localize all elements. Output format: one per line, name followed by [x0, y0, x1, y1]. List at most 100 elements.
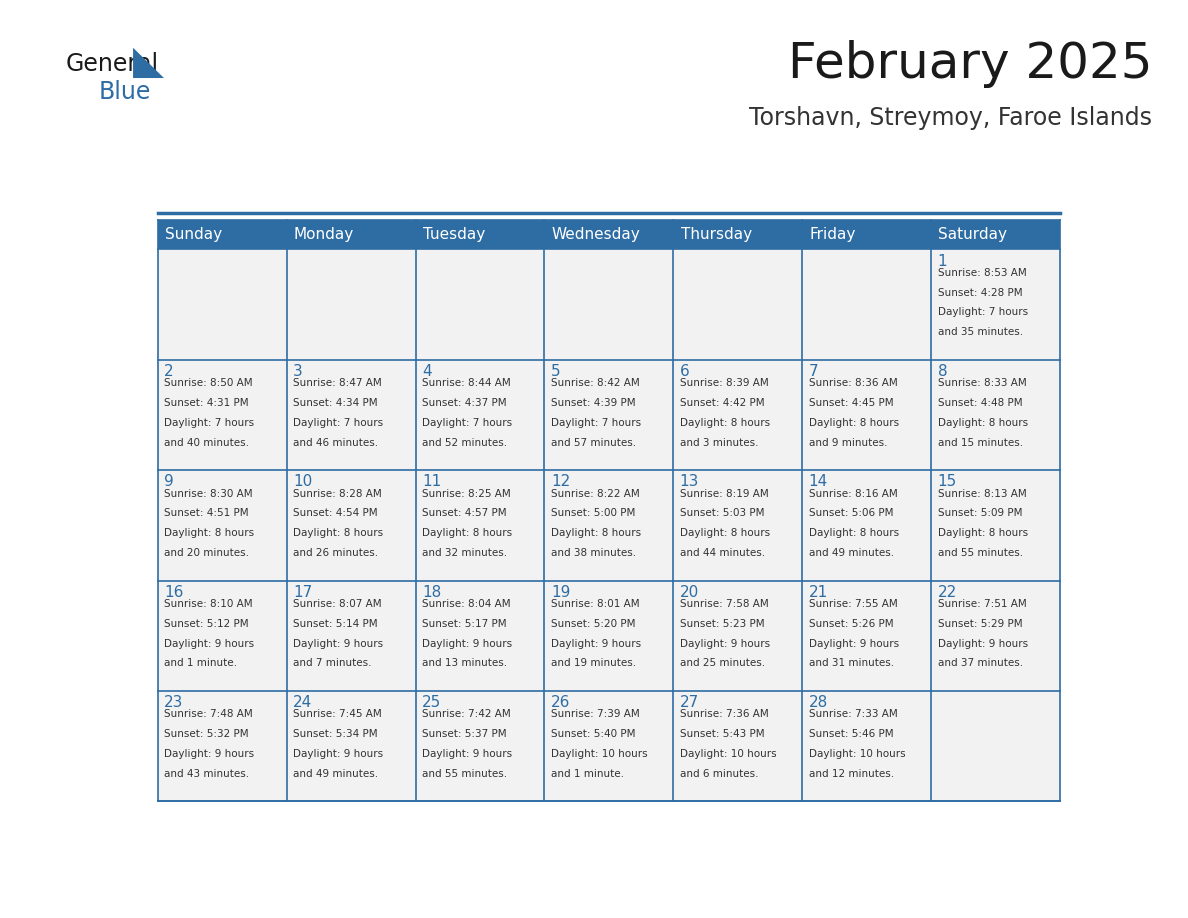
Bar — [802, 691, 931, 801]
Text: and 49 minutes.: and 49 minutes. — [293, 768, 378, 778]
Text: Sunset: 5:03 PM: Sunset: 5:03 PM — [680, 509, 764, 519]
Text: 3: 3 — [293, 364, 303, 379]
Text: 22: 22 — [937, 585, 956, 599]
Text: Daylight: 9 hours: Daylight: 9 hours — [937, 639, 1028, 649]
Text: Daylight: 9 hours: Daylight: 9 hours — [809, 639, 899, 649]
Text: Sunset: 4:28 PM: Sunset: 4:28 PM — [937, 287, 1022, 297]
Bar — [416, 470, 544, 581]
Text: 28: 28 — [809, 695, 828, 711]
Text: and 57 minutes.: and 57 minutes. — [551, 438, 636, 448]
Text: Sunset: 5:29 PM: Sunset: 5:29 PM — [937, 619, 1022, 629]
Bar — [544, 470, 674, 581]
Text: Daylight: 9 hours: Daylight: 9 hours — [422, 639, 512, 649]
Text: Sunrise: 8:25 AM: Sunrise: 8:25 AM — [422, 488, 511, 498]
Text: Sunset: 4:45 PM: Sunset: 4:45 PM — [809, 398, 893, 408]
Text: 13: 13 — [680, 475, 699, 489]
Text: Daylight: 8 hours: Daylight: 8 hours — [809, 528, 899, 538]
Text: Sunrise: 8:22 AM: Sunrise: 8:22 AM — [551, 488, 639, 498]
Text: and 12 minutes.: and 12 minutes. — [809, 768, 893, 778]
Text: Daylight: 8 hours: Daylight: 8 hours — [164, 528, 254, 538]
Text: Sunset: 4:37 PM: Sunset: 4:37 PM — [422, 398, 506, 408]
Text: 11: 11 — [422, 475, 441, 489]
Text: February 2025: February 2025 — [788, 40, 1152, 88]
Text: and 38 minutes.: and 38 minutes. — [551, 548, 636, 558]
Text: Sunset: 5:23 PM: Sunset: 5:23 PM — [680, 619, 764, 629]
Text: Sunset: 5:32 PM: Sunset: 5:32 PM — [164, 729, 248, 739]
Bar — [544, 691, 674, 801]
Text: Sunrise: 8:13 AM: Sunrise: 8:13 AM — [937, 488, 1026, 498]
Bar — [931, 219, 1060, 250]
Text: 16: 16 — [164, 585, 183, 599]
Text: Sunset: 5:46 PM: Sunset: 5:46 PM — [809, 729, 893, 739]
Text: Sunrise: 7:45 AM: Sunrise: 7:45 AM — [293, 710, 381, 720]
Text: Sunset: 5:37 PM: Sunset: 5:37 PM — [422, 729, 506, 739]
Bar — [674, 581, 802, 691]
Bar — [931, 360, 1060, 470]
Bar — [286, 470, 416, 581]
Text: Daylight: 9 hours: Daylight: 9 hours — [680, 639, 770, 649]
Text: Daylight: 7 hours: Daylight: 7 hours — [293, 418, 384, 428]
Text: 19: 19 — [551, 585, 570, 599]
Text: 2: 2 — [164, 364, 173, 379]
Bar — [158, 250, 286, 360]
Text: and 49 minutes.: and 49 minutes. — [809, 548, 893, 558]
Text: Sunset: 5:06 PM: Sunset: 5:06 PM — [809, 509, 893, 519]
Text: Sunrise: 7:55 AM: Sunrise: 7:55 AM — [809, 599, 897, 609]
Bar — [158, 360, 286, 470]
Text: 21: 21 — [809, 585, 828, 599]
Bar — [674, 470, 802, 581]
Text: 27: 27 — [680, 695, 699, 711]
Bar — [158, 581, 286, 691]
Text: and 1 minute.: and 1 minute. — [164, 658, 238, 668]
Text: Sunset: 4:42 PM: Sunset: 4:42 PM — [680, 398, 764, 408]
Bar — [674, 250, 802, 360]
Bar — [158, 219, 286, 250]
Bar — [802, 360, 931, 470]
Text: 7: 7 — [809, 364, 819, 379]
Text: 8: 8 — [937, 364, 947, 379]
Text: Sunrise: 7:39 AM: Sunrise: 7:39 AM — [551, 710, 639, 720]
Text: and 32 minutes.: and 32 minutes. — [422, 548, 507, 558]
Text: Tuesday: Tuesday — [423, 227, 485, 242]
Bar — [286, 360, 416, 470]
Text: 9: 9 — [164, 475, 173, 489]
Text: 15: 15 — [937, 475, 956, 489]
Text: Daylight: 7 hours: Daylight: 7 hours — [164, 418, 254, 428]
Bar — [416, 250, 544, 360]
Bar — [286, 581, 416, 691]
Text: Sunrise: 8:19 AM: Sunrise: 8:19 AM — [680, 488, 769, 498]
Text: 5: 5 — [551, 364, 561, 379]
Text: Sunset: 4:54 PM: Sunset: 4:54 PM — [293, 509, 378, 519]
Text: Sunrise: 8:47 AM: Sunrise: 8:47 AM — [293, 378, 381, 388]
Bar — [544, 360, 674, 470]
Text: Sunrise: 8:10 AM: Sunrise: 8:10 AM — [164, 599, 253, 609]
Text: Sunset: 4:31 PM: Sunset: 4:31 PM — [164, 398, 248, 408]
Text: Sunset: 5:14 PM: Sunset: 5:14 PM — [293, 619, 378, 629]
Bar — [674, 691, 802, 801]
Text: 1: 1 — [937, 253, 947, 269]
Bar — [931, 691, 1060, 801]
Text: Sunset: 4:48 PM: Sunset: 4:48 PM — [937, 398, 1022, 408]
Text: Sunrise: 8:01 AM: Sunrise: 8:01 AM — [551, 599, 639, 609]
Text: Daylight: 9 hours: Daylight: 9 hours — [164, 639, 254, 649]
Text: and 40 minutes.: and 40 minutes. — [164, 438, 249, 448]
Text: Sunset: 4:39 PM: Sunset: 4:39 PM — [551, 398, 636, 408]
Text: Sunset: 5:12 PM: Sunset: 5:12 PM — [164, 619, 248, 629]
Text: Sunset: 4:57 PM: Sunset: 4:57 PM — [422, 509, 506, 519]
Bar — [674, 360, 802, 470]
Text: Sunday: Sunday — [165, 227, 222, 242]
Text: 26: 26 — [551, 695, 570, 711]
Text: Daylight: 8 hours: Daylight: 8 hours — [680, 528, 770, 538]
Bar — [416, 581, 544, 691]
Text: Daylight: 9 hours: Daylight: 9 hours — [293, 749, 384, 759]
Text: 17: 17 — [293, 585, 312, 599]
Text: Thursday: Thursday — [681, 227, 752, 242]
Text: Sunset: 5:00 PM: Sunset: 5:00 PM — [551, 509, 636, 519]
Text: Monday: Monday — [293, 227, 354, 242]
Bar — [286, 219, 416, 250]
Text: Sunrise: 8:16 AM: Sunrise: 8:16 AM — [809, 488, 897, 498]
Text: Daylight: 9 hours: Daylight: 9 hours — [164, 749, 254, 759]
Text: and 19 minutes.: and 19 minutes. — [551, 658, 636, 668]
Bar — [158, 470, 286, 581]
Text: Sunrise: 8:28 AM: Sunrise: 8:28 AM — [293, 488, 381, 498]
